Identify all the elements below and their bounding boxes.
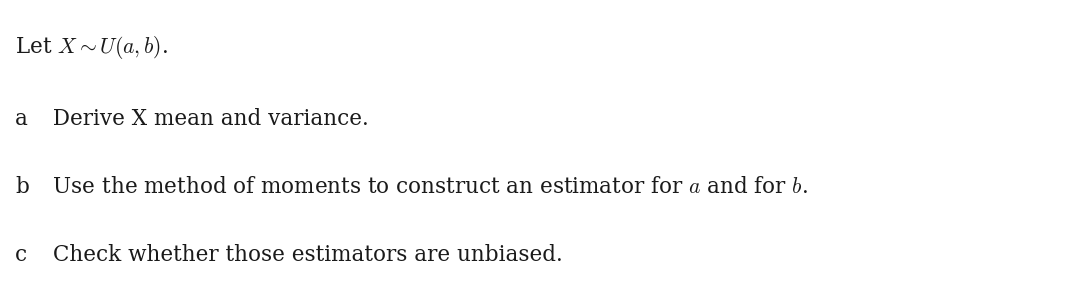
Text: Derive X mean and variance.: Derive X mean and variance.	[46, 108, 369, 130]
Text: Check whether those estimators are unbiased.: Check whether those estimators are unbia…	[46, 244, 563, 266]
Text: b: b	[15, 176, 29, 198]
Text: Let $X \sim U(a, b)$.: Let $X \sim U(a, b)$.	[15, 34, 168, 61]
Text: a: a	[15, 108, 28, 130]
Text: Use the method of moments to construct an estimator for $a$ and for $b$.: Use the method of moments to construct a…	[46, 176, 808, 198]
Text: c: c	[15, 244, 27, 266]
